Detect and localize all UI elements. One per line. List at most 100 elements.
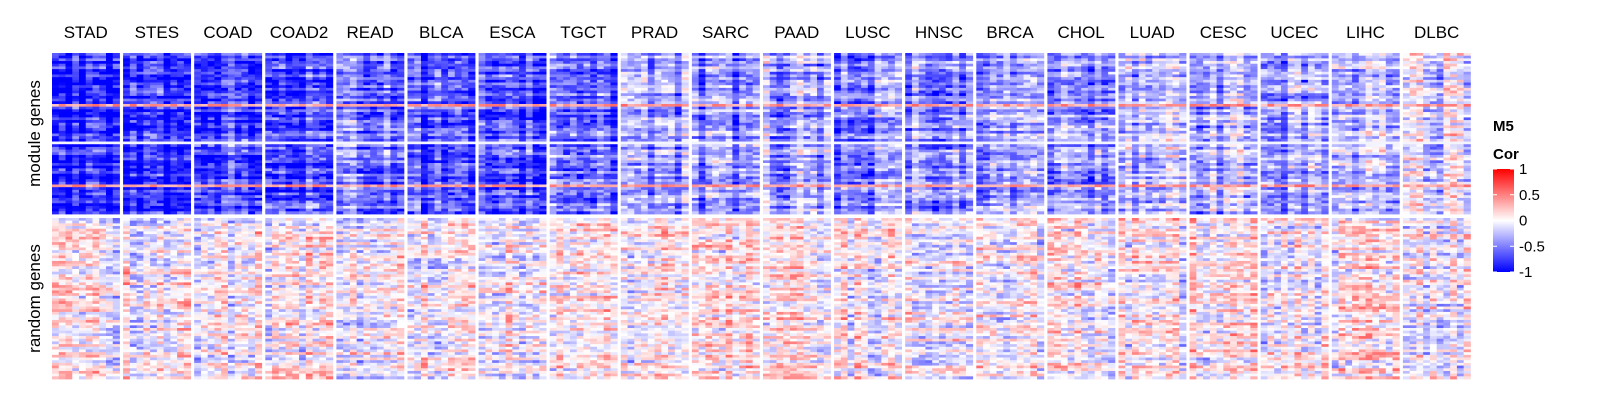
heatmap-cell [177, 277, 184, 280]
heatmap-cell [150, 242, 157, 245]
heatmap-cell [137, 315, 144, 318]
heatmap-cell [319, 160, 326, 163]
heatmap-cell [72, 128, 79, 131]
heatmap-cell [99, 226, 106, 229]
heatmap-cell [265, 264, 272, 267]
heatmap-cell [150, 88, 157, 91]
heatmap-cell [86, 264, 93, 267]
heatmap-cell [272, 317, 279, 320]
heatmap-cell [130, 358, 137, 361]
heatmap-cell [208, 231, 215, 234]
heatmap-cell [306, 269, 313, 272]
heatmap-cell [255, 74, 262, 77]
heatmap-cell [99, 85, 106, 88]
heatmap-cell [123, 109, 130, 112]
heatmap-cell [130, 91, 137, 94]
heatmap-cell [319, 209, 326, 212]
heatmap-cell [72, 158, 79, 161]
heatmap-cell [123, 229, 130, 232]
heatmap-cell [52, 333, 59, 336]
heatmap-cell [93, 237, 100, 240]
heatmap-cell [52, 88, 59, 91]
heatmap-cell [319, 134, 326, 137]
heatmap-cell [286, 301, 293, 304]
heatmap-cell [137, 280, 144, 283]
heatmap-cell [99, 201, 106, 204]
heatmap-cell [248, 282, 255, 285]
column-labels: STAD STES COAD COAD2 READ BLCA ESCA TGCT PRAD SAR… [64, 23, 1460, 42]
heatmap-cell [143, 104, 150, 107]
heatmap-cell [241, 347, 248, 350]
heatmap-cell [313, 290, 320, 293]
heatmap-cell [194, 72, 201, 75]
heatmap-cell [137, 301, 144, 304]
heatmap-cell [194, 83, 201, 86]
heatmap-cell [106, 112, 113, 115]
heatmap-cell [157, 160, 164, 163]
heatmap-cell [66, 107, 73, 110]
heatmap-cell [59, 128, 66, 131]
heatmap-cell [123, 374, 130, 377]
heatmap-cell [265, 248, 272, 251]
heatmap-cell [313, 190, 320, 193]
panel-stes-random [123, 218, 191, 379]
heatmap-cell [150, 174, 157, 177]
heatmap-cell [123, 355, 130, 358]
heatmap-cell [194, 91, 201, 94]
heatmap-cell [228, 109, 235, 112]
heatmap-cell [52, 58, 59, 61]
heatmap-cell [194, 248, 201, 251]
heatmap-cell [201, 288, 208, 291]
heatmap-cell [326, 221, 333, 224]
heatmap-cell [292, 93, 299, 96]
heatmap-cell [72, 163, 79, 166]
heatmap-cell [106, 312, 113, 315]
heatmap-cell [106, 317, 113, 320]
heatmap-cell [306, 261, 313, 264]
heatmap-cell [319, 91, 326, 94]
heatmap-cell [208, 66, 215, 69]
heatmap-cell [228, 136, 235, 139]
heatmap-cell [106, 250, 113, 253]
heatmap-cell [248, 221, 255, 224]
heatmap-cell [248, 136, 255, 139]
heatmap-cell [137, 309, 144, 312]
heatmap-cell [201, 368, 208, 371]
heatmap-cell [221, 320, 228, 323]
heatmap-cell [59, 237, 66, 240]
heatmap-cell [265, 83, 272, 86]
heatmap-cell [357, 66, 364, 69]
heatmap-cell [150, 91, 157, 94]
heatmap-cell [143, 187, 150, 190]
heatmap-cell [157, 163, 164, 166]
heatmap-cell [208, 93, 215, 96]
heatmap-cell [214, 136, 221, 139]
heatmap-cell [370, 74, 377, 77]
heatmap-cell [184, 307, 191, 310]
heatmap-cell [299, 293, 306, 296]
heatmap-cell [299, 184, 306, 187]
heatmap-cell [201, 206, 208, 209]
heatmap-cell [59, 296, 66, 299]
heatmap-cell [72, 74, 79, 77]
heatmap-cell [265, 366, 272, 369]
heatmap-cell [319, 231, 326, 234]
heatmap-cell [184, 61, 191, 64]
heatmap-cell [177, 355, 184, 358]
heatmap-cell [241, 174, 248, 177]
heatmap-cell [164, 290, 171, 293]
heatmap-cell [235, 163, 242, 166]
heatmap-cell [326, 274, 333, 277]
heatmap-cell [123, 209, 130, 212]
heatmap-cell [123, 187, 130, 190]
heatmap-cell [93, 301, 100, 304]
heatmap-cell [66, 206, 73, 209]
heatmap-cell [52, 344, 59, 347]
heatmap-cell [248, 115, 255, 118]
heatmap-cell [286, 168, 293, 171]
heatmap-cell [52, 256, 59, 259]
heatmap-cell [255, 256, 262, 259]
heatmap-cell [52, 218, 59, 221]
heatmap-cell [143, 231, 150, 234]
heatmap-cell [164, 358, 171, 361]
